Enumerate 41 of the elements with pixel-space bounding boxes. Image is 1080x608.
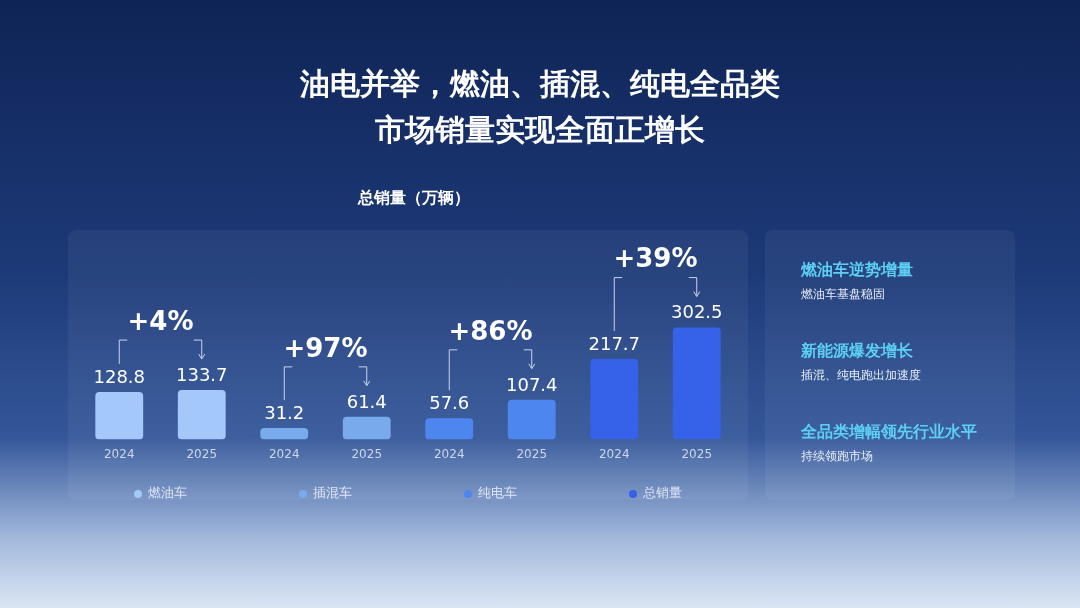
data-label: 217.7 xyxy=(588,332,641,354)
x-tick-label: 2025 xyxy=(681,446,713,461)
chart-title: 油电并举，燃油、插混、纯电全品类 xyxy=(299,65,781,103)
x-tick-label: 2024 xyxy=(268,446,300,461)
legend-label: 插混车 xyxy=(313,485,352,501)
annotation: +97% xyxy=(283,332,368,363)
x-tick-label: 2025 xyxy=(186,446,218,461)
data-label: 107.4 xyxy=(505,373,558,395)
x-tick-label: 2024 xyxy=(103,446,135,461)
annotation: +86% xyxy=(448,315,533,346)
data-label: 128.8 xyxy=(93,365,146,387)
text: 燃油车逆势增量 xyxy=(801,260,914,281)
bar xyxy=(260,428,309,440)
bar xyxy=(590,358,639,440)
legend-label: 纯电车 xyxy=(478,485,517,501)
text: +39% xyxy=(613,243,698,274)
bar xyxy=(672,327,721,440)
x-tick-label: 2025 xyxy=(351,446,383,461)
y-axis-title: 总销量（万辆） xyxy=(358,188,470,209)
text: 全品类增幅领先行业水平 xyxy=(801,422,978,443)
annotation: +4% xyxy=(127,305,194,336)
text: 插混、纯电跑出加速度 xyxy=(801,367,922,384)
bar xyxy=(177,390,226,440)
bar xyxy=(425,418,474,440)
bar xyxy=(342,416,391,440)
legend-label: 总销量 xyxy=(642,485,682,501)
chart-subtitle: 市场销量实现全面正增长 xyxy=(374,111,706,149)
x-tick-label: 2024 xyxy=(598,446,630,461)
x-tick-label: 2024 xyxy=(433,446,465,461)
data-label: 57.6 xyxy=(429,391,470,413)
bar xyxy=(95,391,144,440)
data-label: 61.4 xyxy=(346,390,387,412)
bar xyxy=(507,399,556,440)
data-label: 133.7 xyxy=(175,363,228,385)
x-tick-label: 2025 xyxy=(516,446,548,461)
text: 持续领跑市场 xyxy=(801,448,874,465)
data-label: 302.5 xyxy=(670,301,723,323)
text: 新能源爆发增长 xyxy=(801,341,914,362)
text: 燃油车基盘稳固 xyxy=(801,286,886,303)
legend-label: 燃油车 xyxy=(148,485,187,501)
data-label: 31.2 xyxy=(264,401,305,423)
